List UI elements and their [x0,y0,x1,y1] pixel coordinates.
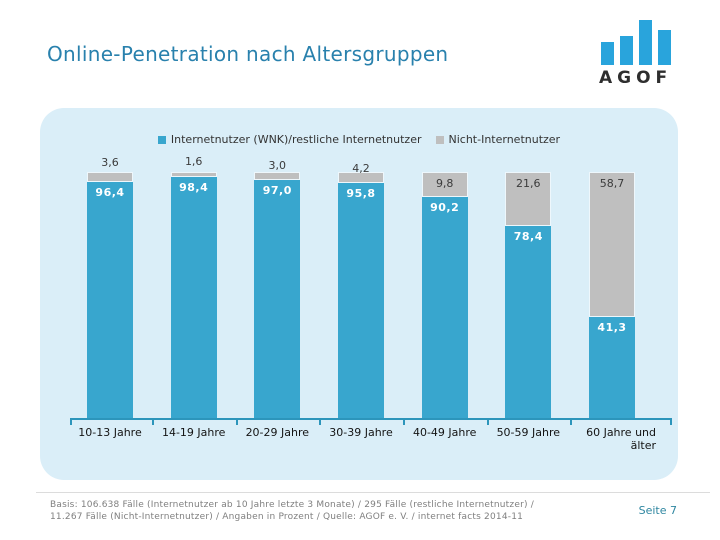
x-axis-tick [151,420,154,425]
value-label-nicht-internetnutzer: 21,6 [516,177,541,190]
value-label-nicht-internetnutzer: 3,0 [268,159,287,172]
category-label: 14-19 Jahre [161,426,226,439]
chart-panel: Internetnutzer (WNK)/restliche Internetn… [40,108,678,480]
legend-swatch-icon [157,135,166,144]
value-label-internetnutzer: 95,8 [346,187,376,200]
legend-swatch-icon [435,135,444,144]
value-label-nicht-internetnutzer: 3,6 [101,156,119,169]
bar-segment-internetnutzer [421,196,468,418]
logo-bar [639,20,652,65]
footer-source-text: Basis: 106.638 Fälle (Internetnutzer ab … [50,499,534,523]
category-label: 50-59 Jahre [496,426,561,439]
logo-bar [601,42,614,65]
legend-label: Nicht-Internetnutzer [448,133,561,146]
footer-line-1: Basis: 106.638 Fälle (Internetnutzer ab … [50,500,534,510]
x-axis-tick [70,420,72,425]
category-label: 30-39 Jahre [329,426,393,439]
category-label: 60 Jahre und älter [586,426,656,452]
slide-title: Online-Penetration nach Altersgruppen [47,42,449,66]
value-label-internetnutzer: 96,4 [95,186,125,199]
value-label-nicht-internetnutzer: 58,7 [599,177,625,190]
bar-segment-nicht-internetnutzer [338,172,384,182]
footer-line-2: 11.267 Fälle (Nicht-Internetnutzer) / An… [50,512,524,522]
agof-logo: AGOF [599,18,677,88]
logo-bar [620,36,633,65]
footer-divider [36,492,710,493]
bar-segment-internetnutzer [505,225,552,418]
value-label-nicht-internetnutzer: 1,6 [184,155,203,168]
value-label-internetnutzer: 97,0 [262,184,292,197]
bar-segment-nicht-internetnutzer [589,172,635,316]
chart-legend: Internetnutzer (WNK)/restliche Internetn… [40,133,678,146]
bar-segment-nicht-internetnutzer [87,172,133,181]
bar-segment-nicht-internetnutzer [170,172,217,176]
x-axis-tick [486,420,489,425]
x-axis-tick [402,420,405,425]
x-axis-tick [570,420,573,425]
x-axis-tick [235,420,238,425]
value-label-nicht-internetnutzer: 4,2 [352,162,370,175]
bar-segment-internetnutzer [338,182,384,418]
value-label-internetnutzer: 90,2 [430,201,460,214]
category-label: 40-49 Jahre [412,426,477,439]
category-label: 20-29 Jahre [245,426,310,439]
bar-segment-internetnutzer [254,179,301,418]
page-number: Seite 7 [638,504,677,517]
bar-segment-nicht-internetnutzer [254,172,301,179]
value-label-internetnutzer: 98,4 [179,181,209,194]
bar-segment-nicht-internetnutzer [421,172,468,196]
x-axis-tick [670,420,672,425]
value-label-internetnutzer: 41,3 [597,321,627,334]
value-label-nicht-internetnutzer: 9,8 [435,177,454,190]
agof-logo-text: AGOF [599,68,673,88]
x-axis-line [70,418,672,420]
logo-bar [658,30,671,65]
bar-segment-internetnutzer [589,316,635,418]
bar-segment-nicht-internetnutzer [505,172,552,225]
bar-segment-internetnutzer [170,176,217,418]
category-label: 10-13 Jahre [78,426,142,439]
legend-item: Internetnutzer (WNK)/restliche Internetn… [157,133,422,146]
agof-logo-bars-icon [599,18,677,65]
legend-item: Nicht-Internetnutzer [435,133,561,146]
plot-area: 3,6 96,4 10-13 Jahre 1,6 98,4 14-19 Jahre 3,0 9… [40,108,678,480]
legend-label: Internetnutzer (WNK)/restliche Internetn… [170,133,422,146]
x-axis-tick [319,420,322,425]
value-label-internetnutzer: 78,4 [513,230,543,243]
bar-segment-internetnutzer [87,181,133,418]
